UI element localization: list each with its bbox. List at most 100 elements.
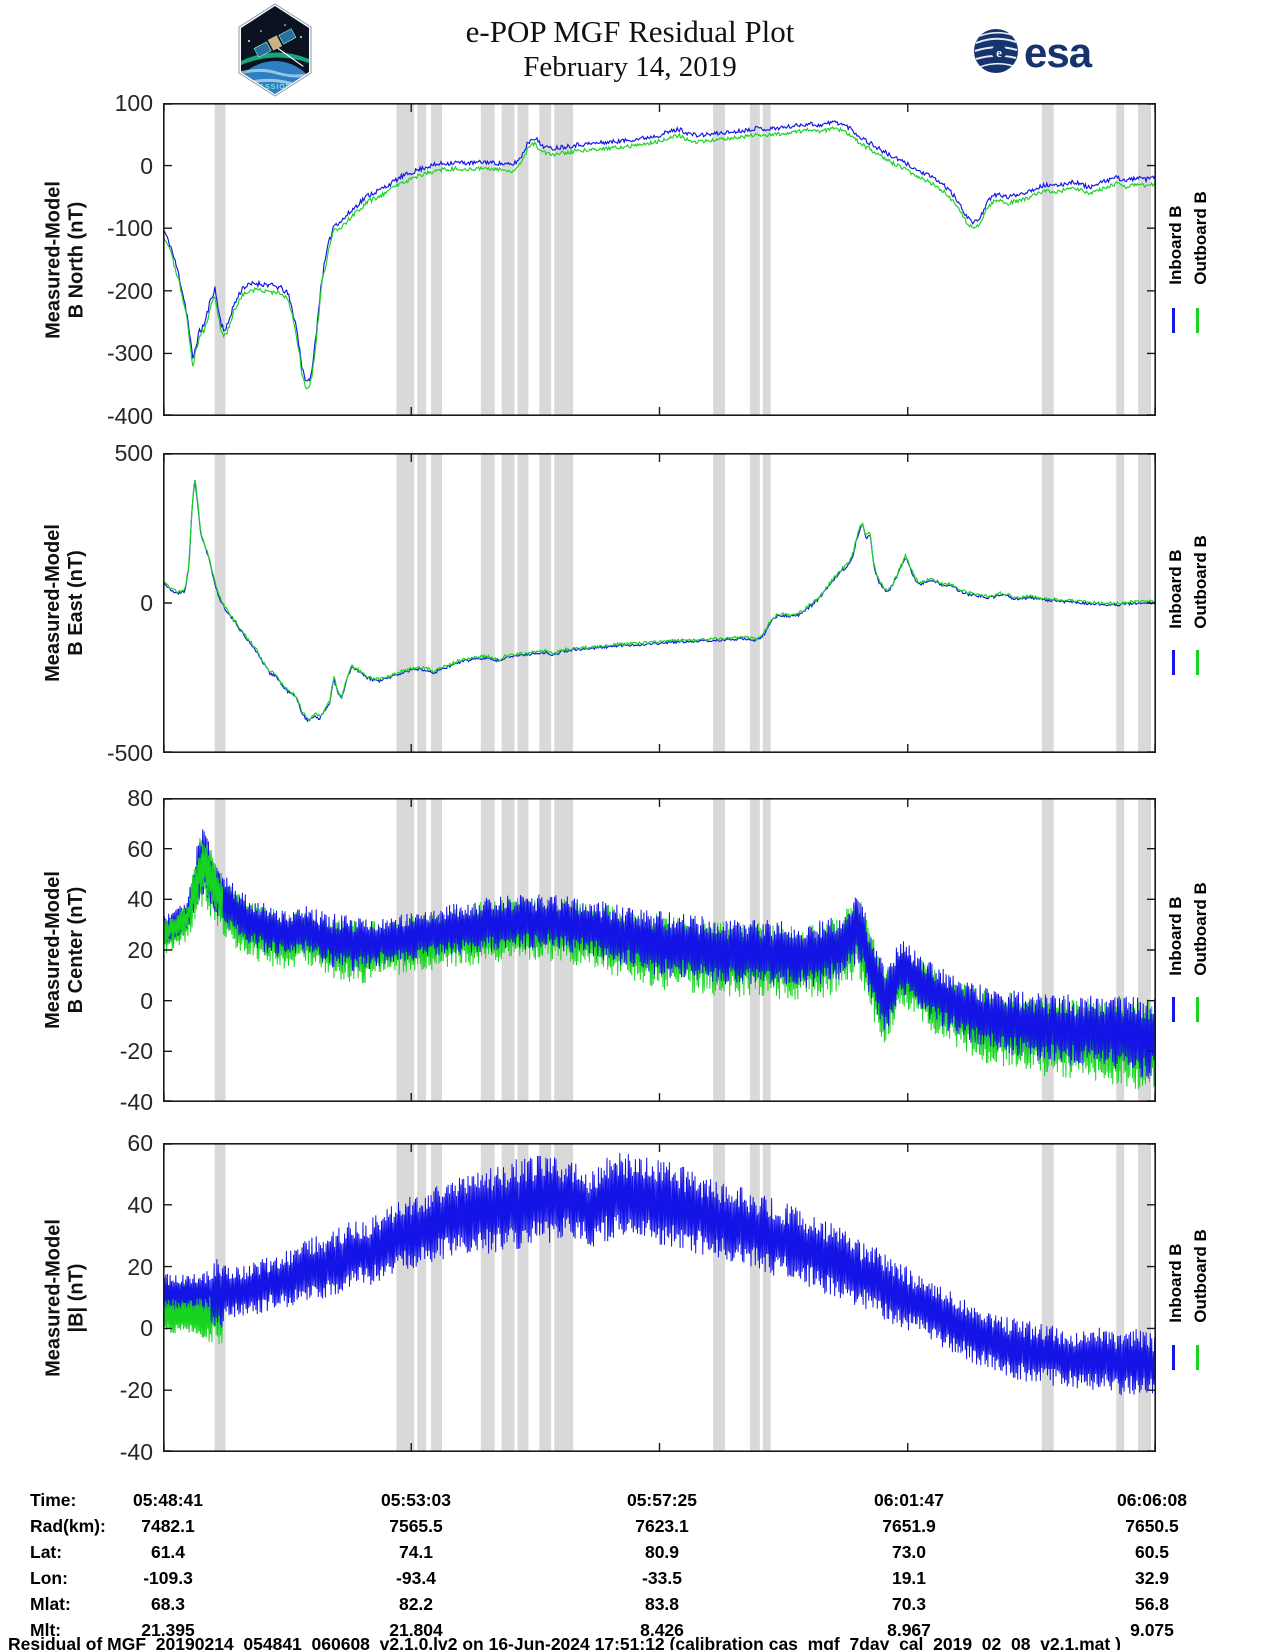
y-axis-label: Measured-Model B East (nT) xyxy=(42,524,87,682)
panel-plot-b xyxy=(163,1143,1156,1452)
data-gap-band xyxy=(713,1144,725,1451)
y-tick-label: 40 xyxy=(127,1191,153,1218)
table-row-label: Time: xyxy=(30,1490,77,1510)
data-gap-band xyxy=(539,1144,552,1451)
data-gap-band xyxy=(417,1144,427,1451)
legend: Inboard B Outboard B xyxy=(1162,1143,1220,1452)
data-gap-band xyxy=(539,454,552,752)
axis-ticks xyxy=(163,453,1156,753)
footer-caption: Residual of MGF_20190214_054841_060608_v… xyxy=(8,1634,1121,1650)
table-cell: 80.9 xyxy=(644,1542,680,1562)
data-gap-band xyxy=(480,454,495,752)
table-cell: 74.1 xyxy=(398,1542,434,1562)
legend-line-sample xyxy=(1172,1345,1175,1371)
table-row-label: Lat: xyxy=(30,1542,63,1562)
data-gap-band xyxy=(1116,104,1125,415)
data-gap-band xyxy=(517,1144,529,1451)
data-gap-band xyxy=(214,454,226,752)
y-tick-label: -100 xyxy=(106,215,153,242)
table-cell: 06:06:08 xyxy=(1116,1490,1188,1510)
y-tick-label: -300 xyxy=(106,340,153,367)
table-cell: 19.1 xyxy=(891,1568,927,1588)
outboard-trace xyxy=(163,837,1156,1090)
esa-emblem-icon: e xyxy=(974,29,1018,73)
y-axis-label: Measured-Model B North (nT) xyxy=(42,180,87,339)
table-row-label: Rad(km): xyxy=(30,1516,106,1536)
y-tick-label: 60 xyxy=(127,1130,153,1156)
legend-line-sample xyxy=(1196,1345,1199,1371)
y-tick-label: 40 xyxy=(127,886,153,913)
table-cell: -93.4 xyxy=(396,1568,436,1588)
table-cell: 05:48:41 xyxy=(132,1490,204,1510)
table-cell: 70.3 xyxy=(891,1594,927,1614)
data-gap-band xyxy=(1041,1144,1054,1451)
data-gap-band xyxy=(762,104,771,415)
data-gap-band xyxy=(480,799,495,1101)
panel-plot-beast xyxy=(163,453,1156,753)
y-tick-label: -20 xyxy=(119,1377,153,1404)
legend-line-sample xyxy=(1196,997,1199,1023)
y-tick-label: -20 xyxy=(119,1038,153,1065)
esa-logo: e esa xyxy=(972,27,1122,77)
data-gap-band xyxy=(417,454,427,752)
axes-box xyxy=(163,1143,1156,1452)
data-gap-band xyxy=(1041,454,1054,752)
y-tick-label: 100 xyxy=(114,90,153,116)
y-tick-label: 0 xyxy=(140,152,153,179)
inboard-trace xyxy=(163,1152,1156,1396)
patch-label: CASSIOPE xyxy=(253,84,297,91)
outboard-trace xyxy=(163,125,1156,390)
legend-label-inboard-b: Inboard B xyxy=(1166,204,1185,285)
inboard-trace xyxy=(163,480,1156,723)
y-tick-label: -500 xyxy=(106,740,153,766)
data-gap-band xyxy=(749,1144,760,1451)
y-tick-label: -200 xyxy=(106,277,153,304)
y-tick-label: 20 xyxy=(127,1253,153,1280)
data-gap-band xyxy=(1116,454,1125,752)
outboard-trace xyxy=(163,480,1156,721)
data-gap-band xyxy=(762,1144,771,1451)
legend-line-sample xyxy=(1196,308,1199,333)
data-gap-band xyxy=(713,454,725,752)
legend-label-outboard-b: Outboard B xyxy=(1191,1229,1210,1323)
table-cell: 05:53:03 xyxy=(380,1490,452,1510)
data-gap-band xyxy=(1138,1144,1151,1451)
table-cell: 56.8 xyxy=(1134,1594,1170,1614)
table-cell: 8.967 xyxy=(887,1620,931,1640)
data-gap-band xyxy=(539,104,552,415)
page-date: February 14, 2019 xyxy=(523,51,737,83)
y-tick-label: 60 xyxy=(127,835,153,862)
table-cell: 7565.5 xyxy=(389,1516,443,1536)
data-gap-band xyxy=(539,799,552,1101)
table-cell: 7482.1 xyxy=(141,1516,195,1536)
data-gap-band xyxy=(762,454,771,752)
table-cell: 7623.1 xyxy=(635,1516,689,1536)
table-cell: 73.0 xyxy=(891,1542,927,1562)
data-gap-band xyxy=(501,454,515,752)
axes-box xyxy=(163,453,1156,753)
y-axis-label: Measured-Model B Center (nT) xyxy=(42,871,87,1029)
legend-line-sample xyxy=(1196,649,1199,675)
inboard-trace xyxy=(163,119,1156,382)
y-tick-label: 0 xyxy=(140,1315,153,1342)
legend-label-inboard-b: Inboard B xyxy=(1166,896,1185,976)
table-cell: -33.5 xyxy=(642,1568,682,1588)
legend-line-sample xyxy=(1172,649,1175,675)
data-gap-band xyxy=(713,104,725,415)
table-cell: -109.3 xyxy=(143,1568,193,1588)
data-gap-band xyxy=(554,454,574,752)
data-gap-band xyxy=(431,1144,442,1451)
data-gap-band xyxy=(417,104,427,415)
data-gap-band xyxy=(1116,799,1125,1101)
data-gap-band xyxy=(1041,104,1054,415)
title-block: e-POP MGF Residual Plot February 14, 201… xyxy=(330,14,930,84)
table-cell: 7651.9 xyxy=(882,1516,936,1536)
data-gap-band xyxy=(214,104,226,415)
cassiope-mission-patch: CASSIOPE xyxy=(238,3,312,97)
legend-line-sample xyxy=(1172,308,1175,333)
data-gap-band xyxy=(214,799,226,1101)
y-tick-label: -40 xyxy=(119,1439,153,1465)
table-cell: 82.2 xyxy=(398,1594,434,1614)
y-tick-label: -400 xyxy=(106,403,153,429)
